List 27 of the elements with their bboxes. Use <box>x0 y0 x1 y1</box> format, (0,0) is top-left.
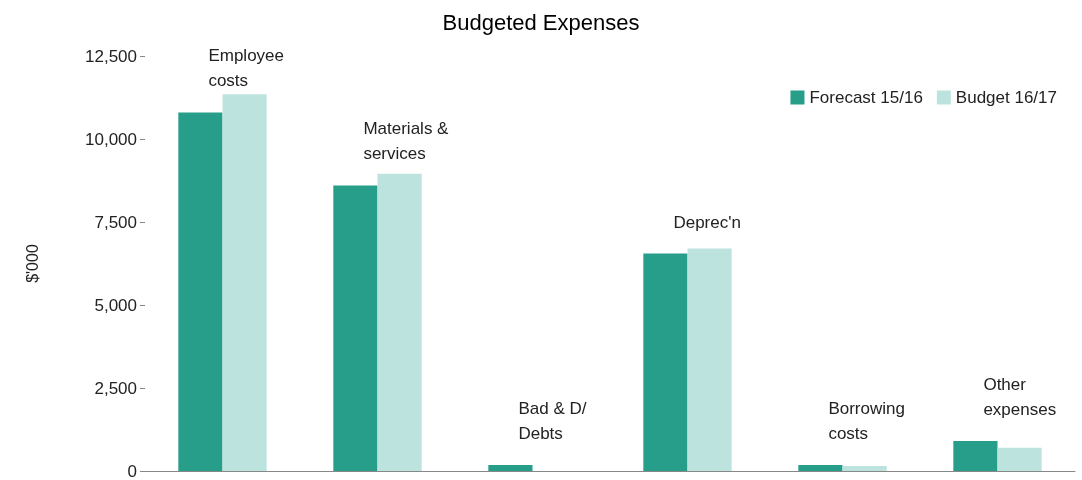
bar <box>798 465 843 471</box>
bar <box>222 94 267 471</box>
chart-title: Budgeted Expenses <box>442 9 640 35</box>
legend-label: Forecast 15/16 <box>809 88 923 107</box>
x-tick-label: Materials & services <box>363 119 454 164</box>
y-tick-label: 7,500 <box>94 212 137 232</box>
y-axis-title: $'000 <box>23 244 41 283</box>
y-tick-label: 10,000 <box>85 129 137 149</box>
bar <box>953 441 998 471</box>
bar <box>333 185 378 471</box>
bar <box>377 173 422 471</box>
y-tick-label: 2,500 <box>94 378 137 398</box>
y-tick-label: 5,000 <box>94 295 137 315</box>
bar <box>687 248 732 471</box>
bar <box>178 112 223 471</box>
legend-label: Budget 16/17 <box>955 88 1058 107</box>
bar <box>488 465 533 471</box>
bar <box>842 466 887 471</box>
x-tick-label: Borrowing costs <box>828 399 910 444</box>
bar <box>997 447 1042 471</box>
x-tick-label: Bad & D/Debts <box>518 399 587 444</box>
x-tick-label: Deprec'n <box>673 212 741 232</box>
x-tick-label: Other expenses <box>983 375 1057 420</box>
y-tick-label: 12,500 <box>85 46 137 66</box>
x-tick-label: Employee costs <box>208 46 289 91</box>
bar <box>643 253 688 471</box>
y-tick-label: 0 <box>127 461 137 480</box>
